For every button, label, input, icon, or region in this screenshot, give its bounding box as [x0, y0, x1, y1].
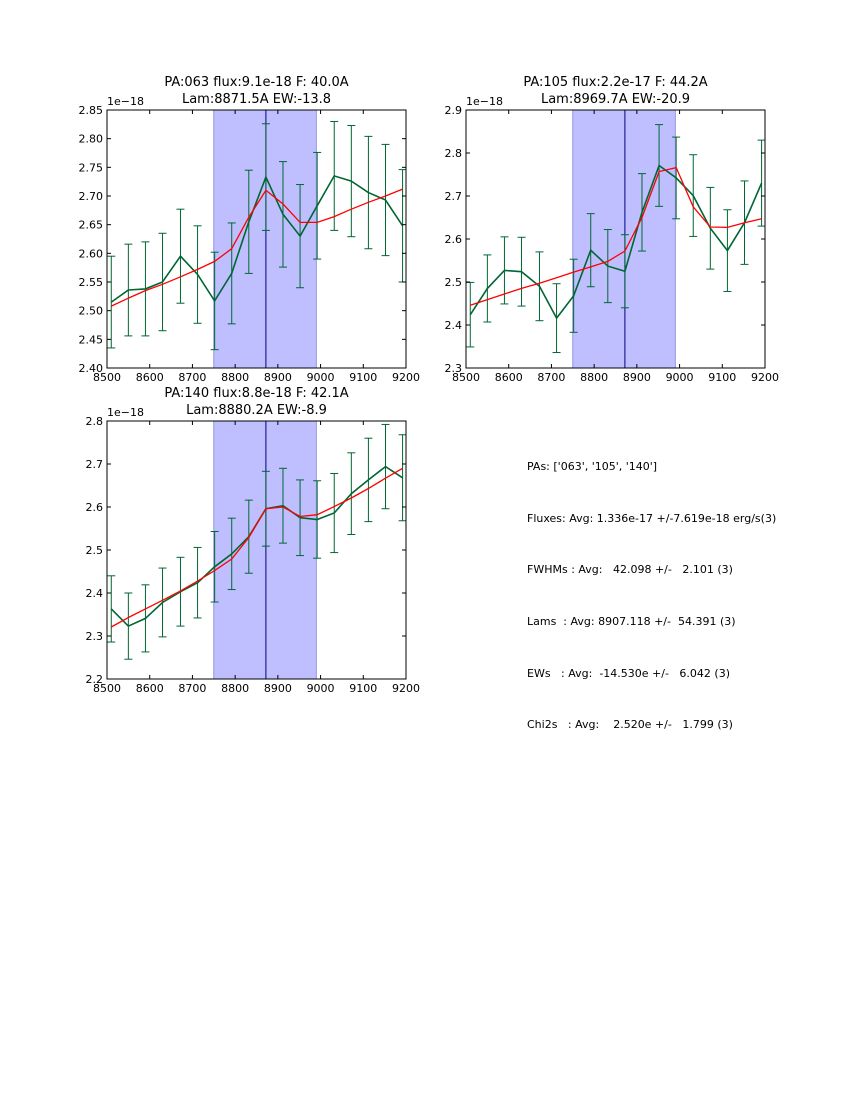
x-tick-label: 8500 [93, 682, 121, 695]
series-data-line [469, 164, 763, 320]
chart-title-line2: Lam:8880.2A EW:-8.9 [186, 403, 327, 418]
y-tick-label: 2.45 [79, 333, 104, 346]
series-model-line [110, 467, 403, 628]
series-model-line [470, 166, 762, 306]
summary-lams: Lams : Avg: 8907.118 +/- 54.391 (3) [527, 615, 736, 629]
series-model-line [111, 188, 403, 307]
x-tick-label: 8700 [178, 682, 206, 695]
y-tick-label: 2.65 [79, 219, 104, 232]
y-tick-label: 2.80 [79, 133, 104, 146]
y-tick-label: 2.8 [86, 415, 104, 428]
chart-title-line2: Lam:8871.5A EW:-13.8 [182, 92, 331, 107]
y-tick-label: 2.8 [445, 147, 463, 160]
x-tick-label: 8900 [264, 682, 292, 695]
y-tick-label: 2.60 [79, 247, 104, 260]
summary-fwhms: FWHMs : Avg: 42.098 +/- 2.101 (3) [527, 563, 733, 577]
x-tick-label: 8600 [136, 682, 164, 695]
y-tick-label: 2.7 [445, 190, 463, 203]
y-offset-label: 1e−18 [107, 95, 144, 108]
x-tick-label: 8500 [93, 371, 121, 384]
x-tick-label: 8800 [221, 371, 249, 384]
x-tick-label: 9100 [349, 682, 377, 695]
plot-area-1 [107, 120, 406, 351]
axes-frame [106, 109, 407, 369]
subplot-1: 8500 8600 8700 8800 8900 9000 9100 9200 2.40 2.45… [79, 75, 421, 384]
chart-title-line1: PA:063 flux:9.1e-18 F: 40.0A [164, 75, 348, 90]
x-tick-label: 9100 [708, 371, 736, 384]
subplot-2: 8500 8600 8700 8800 8900 9000 9100 9200 2.3 2.4 2.… [445, 75, 780, 384]
x-tick-label: 9200 [392, 682, 420, 695]
y-tick-label: 2.85 [79, 104, 104, 117]
x-tick-label: 8700 [537, 371, 565, 384]
plot-area-2 [466, 124, 765, 354]
y-tick-label: 2.3 [445, 362, 463, 375]
chart-title-line1: PA:105 flux:2.2e-17 F: 44.2A [523, 75, 707, 90]
y-tick-label: 2.2 [86, 673, 104, 686]
shaded-region [213, 109, 317, 369]
y-tick-label: 2.75 [79, 161, 104, 174]
y-tick-label: 2.40 [79, 362, 104, 375]
x-tick-label: 8500 [452, 371, 480, 384]
x-tick-label: 9000 [307, 371, 335, 384]
subplot-3: 8500 8600 8700 8800 8900 9000 9100 9200 2.2 2.3 2.… [86, 386, 421, 695]
summary-pas: PAs: ['063', '105', '140'] [527, 460, 658, 473]
y-tick-label: 2.6 [86, 501, 104, 514]
x-tick-label: 8900 [623, 371, 651, 384]
y-tick-label: 2.9 [445, 104, 463, 117]
x-tick-label: 9200 [751, 371, 779, 384]
summary-chi2s: Chi2s : Avg: 2.520e +/- 1.799 (3) [527, 718, 733, 732]
x-tick-label: 9000 [666, 371, 694, 384]
series-data-line [110, 174, 404, 303]
y-tick-label: 2.70 [79, 190, 104, 203]
summary-fluxes: Fluxes: Avg: 1.336e-17 +/-7.619e-18 erg/… [527, 511, 777, 525]
plot-area-3 [107, 423, 406, 660]
y-tick-label: 2.5 [445, 276, 463, 289]
y-tick-label: 2.4 [445, 319, 463, 332]
chart-title-line2: Lam:8969.7A EW:-20.9 [541, 92, 690, 107]
y-tick-label: 2.4 [86, 587, 104, 600]
x-tick-label: 8700 [178, 371, 206, 384]
y-tick-label: 2.3 [86, 630, 104, 643]
y-offset-label: 1e−18 [466, 95, 503, 108]
x-tick-label: 9200 [392, 371, 420, 384]
shaded-region [213, 420, 317, 680]
shaded-region [572, 109, 676, 369]
x-tick-label: 9100 [349, 371, 377, 384]
y-tick-label: 2.7 [86, 458, 104, 471]
y-tick-label: 2.5 [86, 544, 104, 557]
x-tick-label: 8800 [221, 682, 249, 695]
fit-summary: PAs: ['063', '105', '140'] Fluxes: Avg: … [527, 434, 776, 757]
y-tick-label: 2.6 [445, 233, 463, 246]
x-tick-label: 9000 [307, 682, 335, 695]
summary-ews: EWs : Avg: -14.530e +/- 6.042 (3) [527, 666, 730, 680]
x-tick-label: 8600 [495, 371, 523, 384]
y-tick-label: 2.55 [79, 276, 104, 289]
y-tick-label: 2.50 [79, 305, 104, 318]
chart-title-line1: PA:140 flux:8.8e-18 F: 42.1A [164, 386, 348, 401]
x-tick-label: 8900 [264, 371, 292, 384]
x-tick-label: 8800 [580, 371, 608, 384]
x-tick-label: 8600 [136, 371, 164, 384]
y-offset-label: 1e−18 [107, 406, 144, 419]
